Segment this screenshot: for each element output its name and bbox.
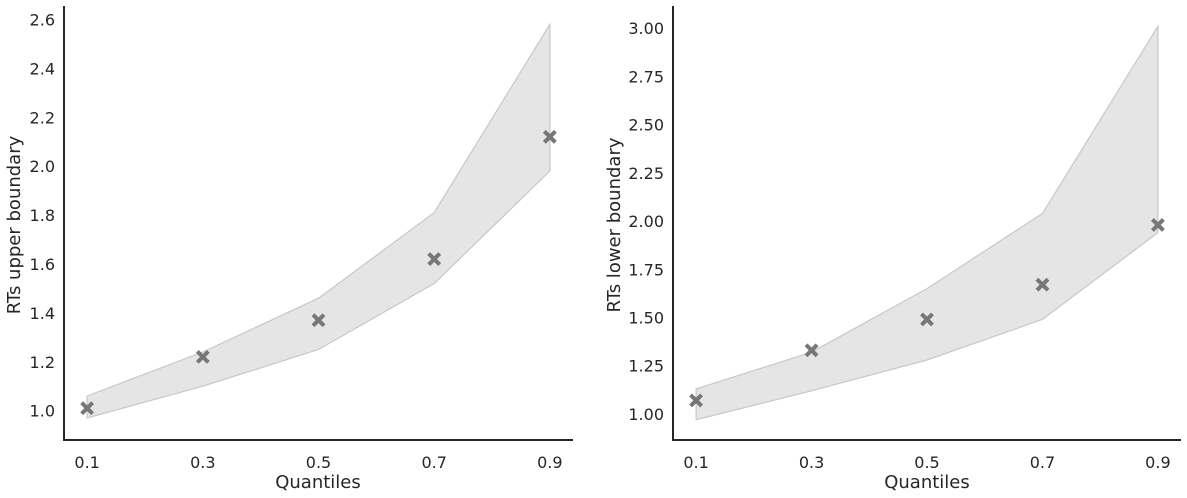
- xtick-label-left: 0.5: [306, 453, 331, 472]
- data-point-right: [804, 343, 819, 358]
- ytick-label-left: 2.6: [30, 10, 55, 29]
- chart-right: Quantiles RTs lower boundary 0.1 0.3 0.5 0.…: [604, 6, 1181, 493]
- ytick-label-left: 1.2: [30, 353, 55, 372]
- xtick-label-right: 0.3: [799, 453, 824, 472]
- band-right: [695, 24, 1159, 421]
- ytick-label-right: 1.50: [628, 309, 664, 328]
- marker-stroke: [689, 393, 704, 408]
- ylabel-left: RTs upper boundary: [4, 135, 25, 314]
- xtick-label-right: 0.7: [1030, 453, 1055, 472]
- data-point-left: [542, 129, 557, 144]
- marker-stroke: [1150, 218, 1165, 232]
- xlabel-left: Quantiles: [275, 472, 361, 493]
- data-point-left: [427, 252, 442, 266]
- ylabel-right: RTs lower boundary: [604, 137, 625, 312]
- marker-stroke: [1035, 277, 1050, 292]
- xtick-label-left: 0.1: [74, 453, 99, 472]
- ytick-label-left: 1.0: [30, 402, 55, 421]
- marker-stroke: [804, 343, 819, 358]
- xtick-label-right: 0.1: [683, 453, 708, 472]
- ytick-label-left: 1.8: [30, 206, 55, 225]
- data-point-right: [920, 312, 934, 327]
- data-point-right: [1150, 218, 1165, 232]
- ytick-label-right: 1.75: [628, 260, 664, 279]
- xlabel-right: Quantiles: [884, 472, 970, 493]
- marker-stroke: [427, 252, 442, 266]
- xtick-label-left: 0.9: [537, 453, 562, 472]
- ytick-label-right: 2.50: [628, 116, 664, 135]
- ytick-label-right: 1.00: [628, 405, 664, 424]
- xtick-label-left: 0.7: [421, 453, 446, 472]
- ytick-label-right: 2.75: [628, 67, 664, 86]
- xtick-label-right: 0.5: [914, 453, 939, 472]
- data-point-left: [80, 401, 95, 416]
- band-left: [86, 22, 551, 419]
- ytick-label-left: 2.2: [30, 108, 55, 127]
- ytick-label-right: 1.25: [628, 357, 664, 376]
- data-point-right: [689, 393, 704, 408]
- data-point-left: [195, 349, 210, 364]
- marker-stroke: [311, 313, 326, 328]
- marker-stroke: [195, 349, 210, 364]
- xtick-label-left: 0.3: [190, 453, 215, 472]
- xtick-label-right: 0.9: [1145, 453, 1170, 472]
- ytick-label-right: 2.00: [628, 212, 664, 231]
- chart-left: Quantiles RTs upper boundary 0.1 0.3 0.5 0.…: [4, 6, 573, 493]
- ytick-label-left: 1.4: [30, 304, 55, 323]
- data-point-left: [311, 313, 326, 328]
- marker-stroke: [542, 129, 557, 144]
- ytick-label-left: 2.4: [30, 59, 55, 78]
- ytick-label-right: 3.00: [628, 19, 664, 38]
- ytick-label-right: 2.25: [628, 164, 664, 183]
- marker-stroke: [80, 401, 95, 416]
- marker-stroke: [920, 312, 934, 327]
- ytick-label-left: 1.6: [30, 255, 55, 274]
- ytick-label-left: 2.0: [30, 157, 55, 176]
- data-point-right: [1035, 277, 1050, 292]
